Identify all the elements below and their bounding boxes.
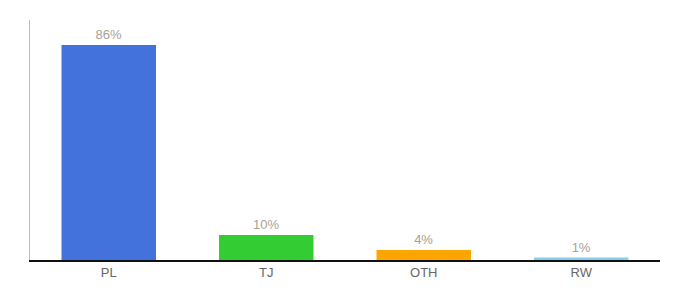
svg-text:PL: PL bbox=[101, 265, 117, 280]
svg-text:1%: 1% bbox=[572, 240, 591, 255]
svg-text:OTH: OTH bbox=[410, 265, 437, 280]
svg-text:4%: 4% bbox=[414, 232, 433, 247]
svg-text:86%: 86% bbox=[96, 27, 122, 42]
svg-text:RW: RW bbox=[571, 265, 593, 280]
svg-text:10%: 10% bbox=[253, 217, 279, 232]
svg-text:TJ: TJ bbox=[259, 265, 273, 280]
